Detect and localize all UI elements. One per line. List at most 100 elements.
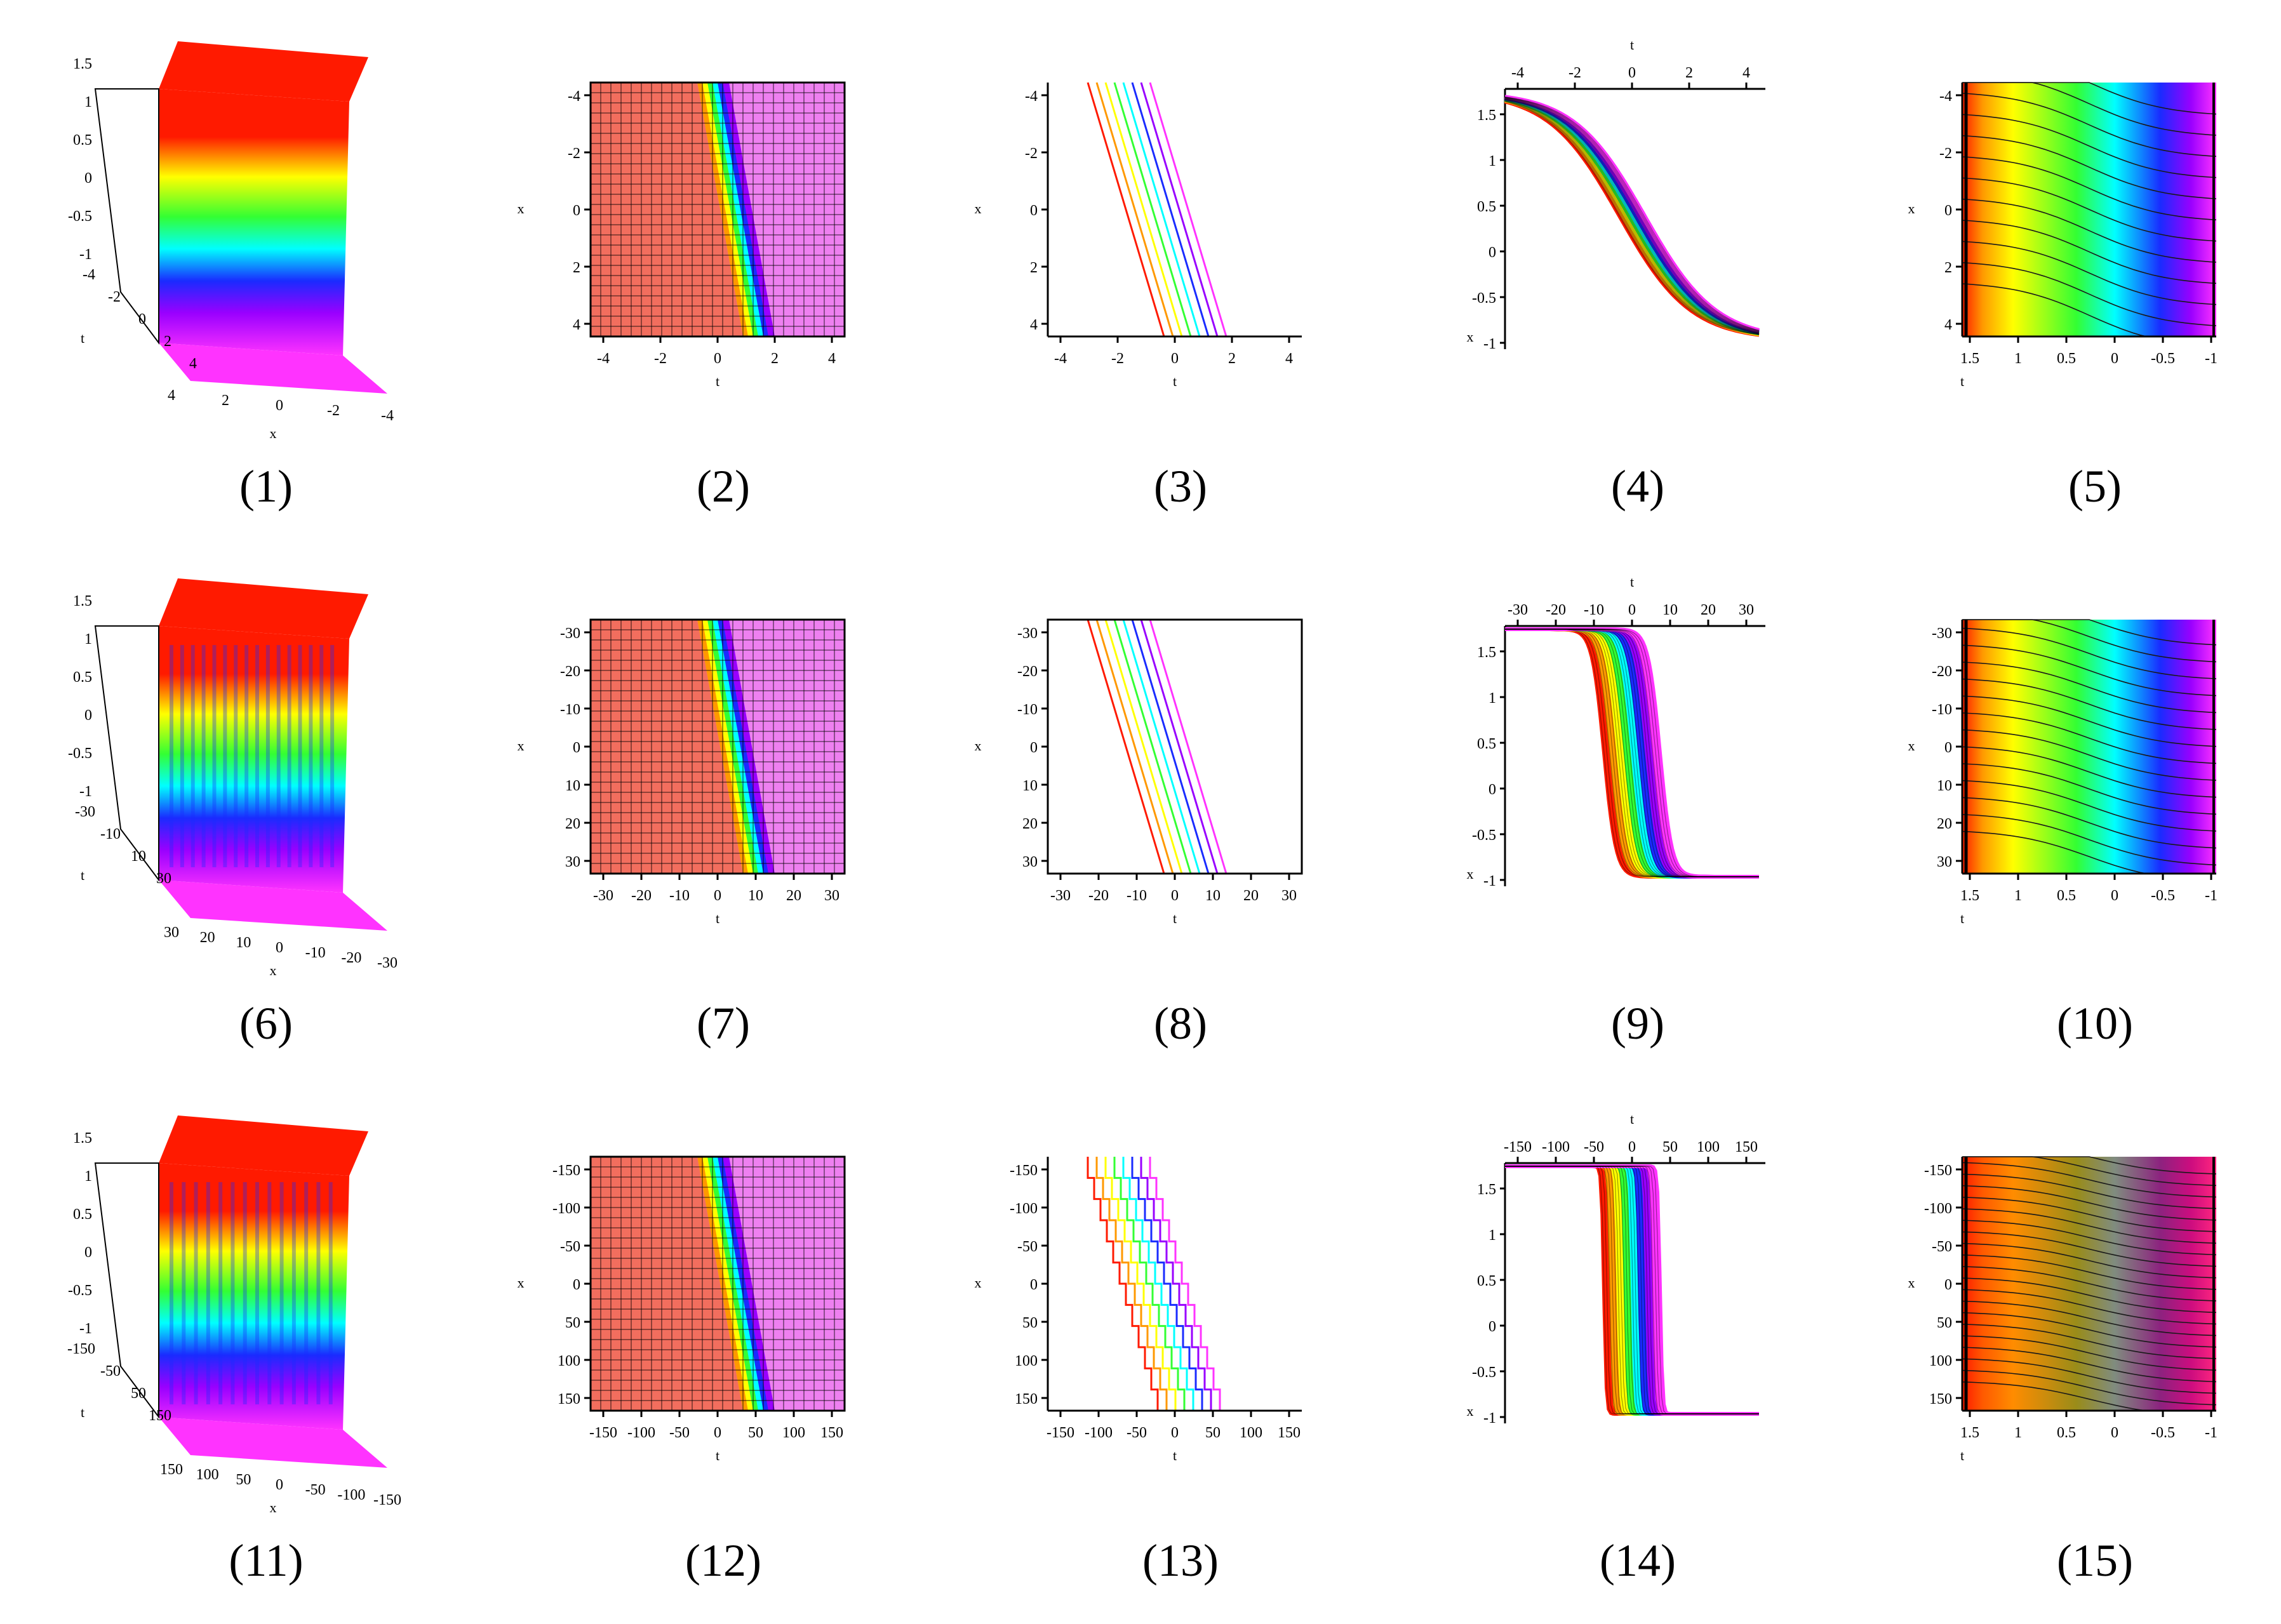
x-tick-label: 150 xyxy=(820,1425,843,1441)
y-tick-label: -50 xyxy=(1017,1239,1038,1255)
z-tick-label: 1 xyxy=(84,631,92,648)
z-tick-label: 0 xyxy=(84,170,92,187)
profile-curve-edge xyxy=(1504,98,1760,333)
panel-caption: (14) xyxy=(1600,1535,1676,1586)
x-axis-label: t xyxy=(1630,37,1634,53)
phase-curve xyxy=(1962,156,2217,221)
contour-line xyxy=(1087,82,1165,337)
x-tick-label: 4 xyxy=(1743,65,1750,81)
y-tick-label: 0 xyxy=(573,1277,580,1293)
y-tick-label: 0 xyxy=(1030,740,1038,756)
contour-line xyxy=(1122,619,1201,874)
y-tick-label: 30 xyxy=(565,854,580,870)
y-tick-label: -10 xyxy=(1932,702,1952,718)
y-tick-label: 1.5 xyxy=(1477,644,1496,661)
phase-curve xyxy=(1962,1208,2217,1244)
y-axis-label: x xyxy=(518,738,525,754)
density-band xyxy=(702,1157,754,1411)
y-tick-label: -0.5 xyxy=(1472,827,1496,844)
t-tick-label: -150 xyxy=(67,1341,95,1357)
x-axis-label: t xyxy=(1960,373,1964,389)
x-tick-label: 0 xyxy=(714,1425,721,1441)
t-tick-label: 4 xyxy=(189,356,197,372)
y-tick-label: 50 xyxy=(565,1315,580,1331)
y-tick-label: 0 xyxy=(1030,1277,1038,1293)
phase-curve xyxy=(1962,695,2217,747)
phase-curve xyxy=(1962,797,2217,849)
x-tick-label: 0 xyxy=(714,350,721,367)
x-tick-label: -50 xyxy=(669,1425,690,1441)
profile-curve-edge xyxy=(1505,1166,1759,1414)
y-tick-label: -1 xyxy=(1483,336,1496,352)
x-tick-label: 0 xyxy=(1171,888,1179,904)
phase-curve xyxy=(1962,241,2217,305)
t-tick-label: -4 xyxy=(83,267,95,283)
phase-curve xyxy=(1962,619,2217,663)
y-tick-label: -2 xyxy=(1025,145,1038,162)
panel-caption: (13) xyxy=(1142,1535,1219,1586)
panel-caption: (12) xyxy=(685,1535,761,1586)
z-tick-label: 0 xyxy=(84,707,92,724)
surface-wall xyxy=(159,626,349,893)
x-tick-label: -20 xyxy=(631,888,652,904)
x-tick-label: 50 xyxy=(1205,1425,1221,1441)
profile-curve-edge xyxy=(1505,1166,1759,1414)
x-tick-label: 30 xyxy=(164,924,179,941)
x-tick-label: 20 xyxy=(1243,888,1259,904)
x-tick-label: -100 xyxy=(627,1425,655,1441)
y-tick-label: 0 xyxy=(1944,1277,1952,1293)
plot-6: 1.5 1 0.5 0 -0.5 -1 -30 -10 10 30 t 30 20 10 0 -10 -20 -3… xyxy=(68,578,398,978)
phase-curve xyxy=(1962,678,2217,730)
contour-line xyxy=(1113,1157,1191,1412)
t-axis-label: t xyxy=(81,867,84,883)
panel-9: -30 -20 -10 0 10 20 30 t 1.5 1 0.5 0 -0.5 -1 x (9) xyxy=(1410,550,1866,1087)
x-tick-label: 0 xyxy=(276,1477,283,1493)
z-tick-label: 1.5 xyxy=(73,593,92,609)
density-band xyxy=(697,620,749,874)
x-tick-label: 50 xyxy=(236,1472,251,1488)
y-axis-label: x xyxy=(975,201,982,216)
contour-line xyxy=(1087,1157,1164,1412)
y-tick-label: 2 xyxy=(573,260,580,276)
density-band xyxy=(718,1157,770,1411)
phase-curve xyxy=(1962,1185,2217,1221)
x-tick-label: 10 xyxy=(1205,888,1221,904)
panel-1: 1.5 1 0.5 0 -0.5 -1 -4 -2 0 2 4 t 4 2 0 -2 -4 x (1) xyxy=(38,13,494,550)
x-tick-label: -150 xyxy=(1504,1139,1532,1155)
y-tick-label: 0 xyxy=(1030,203,1038,219)
x-tick-label: 0 xyxy=(2111,350,2118,367)
y-tick-label: -4 xyxy=(1939,88,1952,105)
x-tick-label: -100 xyxy=(1085,1425,1113,1441)
profile-curve-edge xyxy=(1505,1166,1759,1414)
x-tick-label: 0 xyxy=(1628,65,1636,81)
profile-curve-edge xyxy=(1505,629,1759,877)
phase-curve xyxy=(1962,1335,2217,1371)
contour-line xyxy=(1149,1157,1226,1412)
plot-10: 1.5 1 0.5 0 -0.5 -1 -30 -20 -10 0 10 20 30 t x xyxy=(1908,619,2217,926)
plot-5: 1.5 1 0.5 0 -0.5 -1 -4 -2 0 2 4 t x xyxy=(1908,82,2217,389)
x-axis-label: t xyxy=(1960,1448,1964,1463)
phase-curve xyxy=(1962,1312,2217,1348)
profile-curve-edge xyxy=(1505,1166,1759,1414)
profile-curve-edge xyxy=(1505,1166,1759,1414)
contour-line xyxy=(1095,82,1174,337)
profile-curve-edge xyxy=(1505,629,1759,877)
profile-curve-edge xyxy=(1505,629,1759,877)
profile-curve-edge xyxy=(1505,1166,1759,1414)
t-tick-label: -50 xyxy=(100,1363,121,1380)
y-tick-label: 20 xyxy=(1937,816,1952,832)
y-axis-label: x xyxy=(1467,866,1474,882)
phase-curve xyxy=(1962,662,2217,714)
x-tick-label: 20 xyxy=(786,888,801,904)
surface-floor xyxy=(159,880,387,931)
y-tick-label: 10 xyxy=(1937,778,1952,794)
x-axis-label: t xyxy=(1630,1111,1634,1127)
density-band xyxy=(702,83,754,336)
z-tick-label: -1 xyxy=(79,783,92,800)
panel-7: -30 -20 -10 0 10 20 30 -30 -20 -10 0 10 20 30 t x (7) xyxy=(495,550,951,1087)
profile-curve xyxy=(1504,95,1760,332)
profile-curve-edge xyxy=(1505,629,1759,877)
x-tick-label: -30 xyxy=(1508,602,1528,618)
y-tick-label: -100 xyxy=(1010,1201,1038,1217)
